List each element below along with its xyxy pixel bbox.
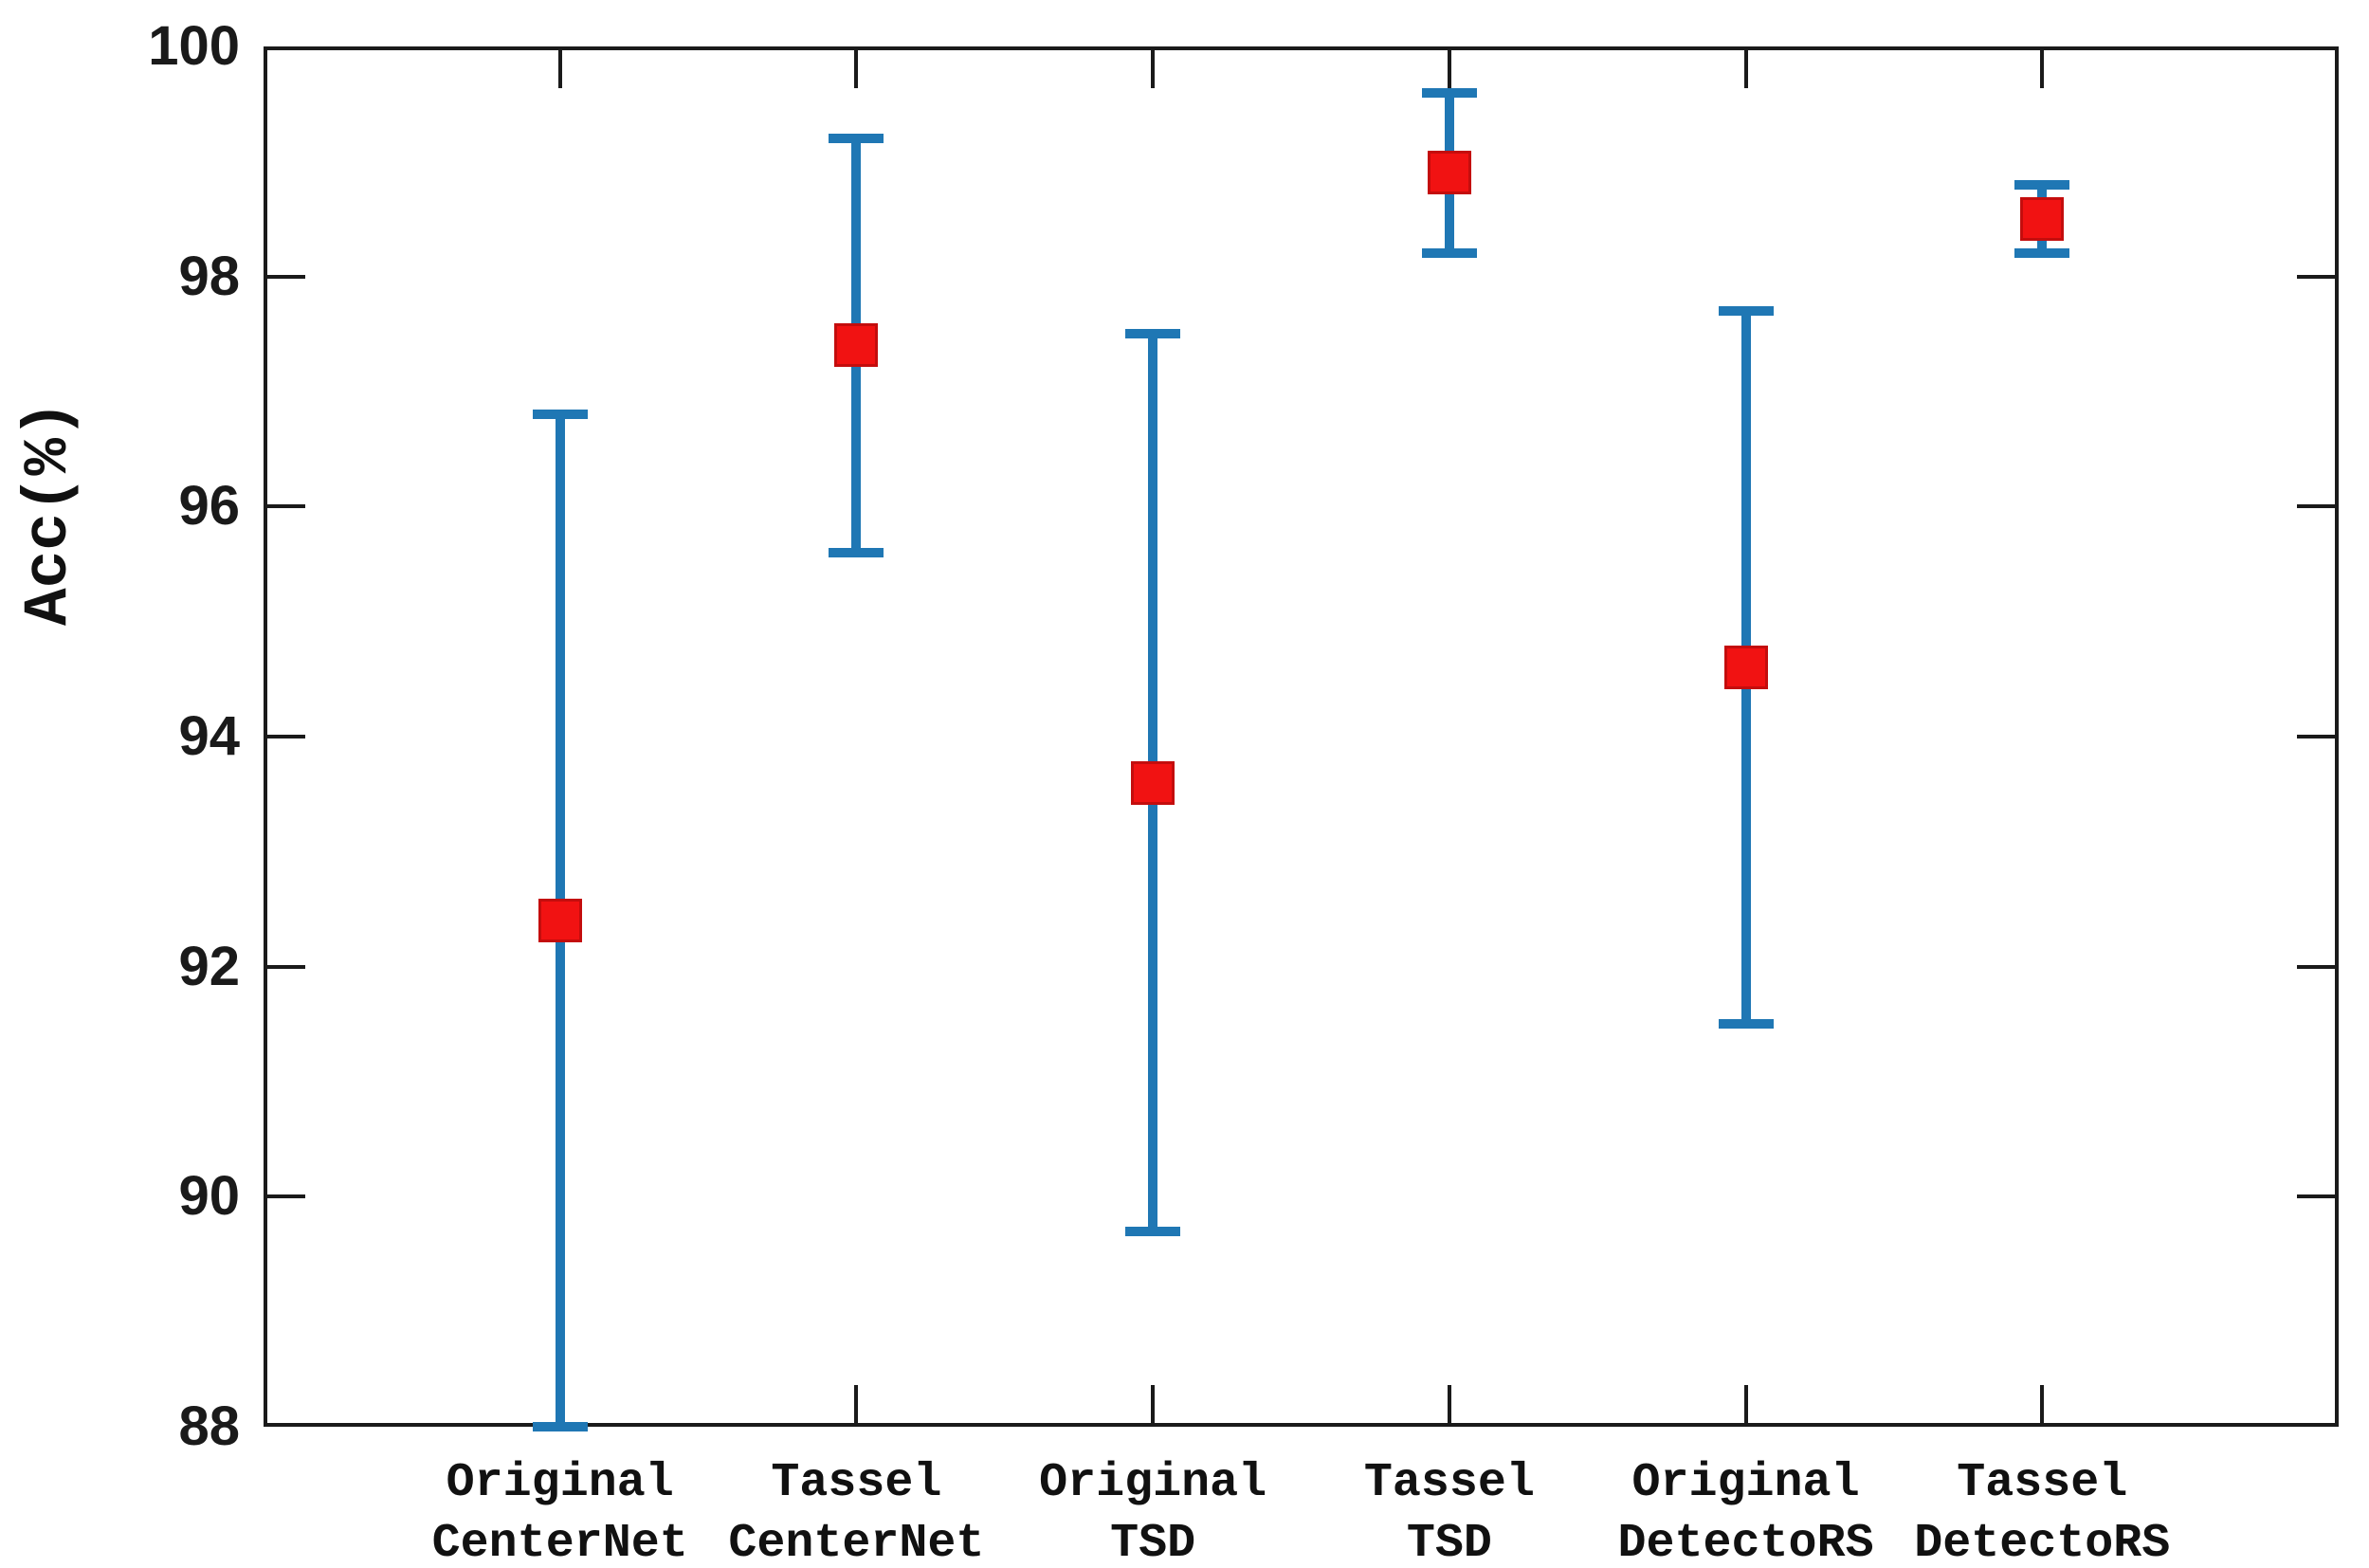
error-bar-cap-top-tassel-tsd [1421, 87, 1477, 98]
y-tick-right-94 [2297, 735, 2335, 738]
error-bar-cap-top-original-centernet [532, 410, 588, 420]
y-tick-right-90 [2297, 1194, 2335, 1199]
x-tick-bottom-5 [2040, 1385, 2045, 1423]
error-bar-cap-top-tassel-centernet [829, 134, 884, 144]
y-tick-right-92 [2297, 964, 2335, 969]
x-tick-label-4: Original DetectoRS [1617, 1456, 1874, 1568]
error-bar-cap-bottom-tassel-centernet [829, 547, 884, 557]
y-tick-label-94: 94 [178, 705, 240, 767]
y-tick-label-92: 92 [178, 935, 240, 997]
mean-marker-original-tsd [1131, 760, 1175, 805]
mean-marker-tassel-detectors [2020, 197, 2065, 241]
x-tick-top-4 [1743, 50, 1748, 88]
mean-marker-tassel-tsd [1427, 151, 1471, 195]
x-tick-bottom-1 [854, 1385, 859, 1423]
x-tick-bottom-4 [1743, 1385, 1748, 1423]
error-bar-cap-bottom-original-tsd [1125, 1226, 1181, 1236]
y-tick-left-90 [267, 1194, 305, 1199]
x-tick-label-1: Tassel CenterNet [728, 1456, 985, 1568]
y-tick-label-90: 90 [178, 1165, 240, 1228]
x-tick-bottom-2 [1151, 1385, 1156, 1423]
y-tick-label-100: 100 [148, 15, 240, 77]
mean-marker-original-centernet [538, 899, 582, 943]
x-tick-label-5: Tassel DetectoRS [1914, 1456, 2171, 1568]
error-bar-cap-top-original-tsd [1125, 329, 1181, 339]
plot-area [264, 46, 2339, 1427]
x-tick-top-2 [1151, 50, 1156, 88]
x-tick-label-2: Original TSD [1039, 1456, 1267, 1568]
x-tick-top-3 [1447, 50, 1451, 88]
error-bar-cap-top-tassel-detectors [2014, 179, 2070, 190]
y-tick-label-96: 96 [178, 475, 240, 538]
y-tick-left-94 [267, 735, 305, 738]
mean-marker-original-detectors [1723, 646, 1768, 690]
error-bar-cap-bottom-tassel-tsd [1421, 248, 1477, 259]
error-bar-cap-top-original-detectors [1718, 306, 1774, 317]
x-tick-top-5 [2040, 50, 2045, 88]
x-tick-label-0: Original CenterNet [431, 1456, 688, 1568]
error-bar-cap-bottom-tassel-detectors [2014, 248, 2070, 259]
y-tick-left-96 [267, 504, 305, 509]
error-bar-cap-bottom-original-centernet [532, 1422, 588, 1431]
mean-marker-tassel-centernet [834, 323, 879, 368]
y-tick-label-88: 88 [178, 1395, 240, 1457]
y-tick-left-92 [267, 964, 305, 969]
x-tick-bottom-3 [1447, 1385, 1451, 1423]
y-tick-left-98 [267, 274, 305, 279]
y-tick-right-98 [2297, 274, 2335, 279]
y-tick-right-96 [2297, 504, 2335, 509]
y-axis-title: Acc(%) [13, 400, 84, 626]
x-tick-label-3: Tassel TSD [1363, 1456, 1535, 1568]
error-bar-cap-bottom-original-detectors [1718, 1019, 1774, 1030]
x-tick-top-0 [557, 50, 562, 88]
y-tick-label-98: 98 [178, 245, 240, 307]
x-tick-top-1 [854, 50, 859, 88]
